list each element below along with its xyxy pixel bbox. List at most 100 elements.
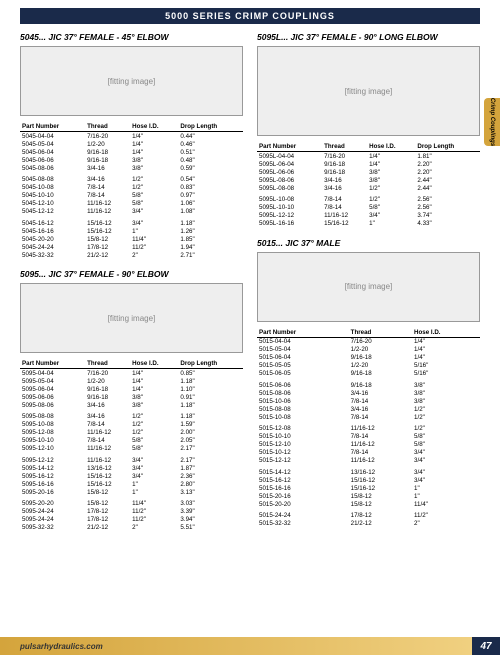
table-cell: 1.08" bbox=[178, 208, 243, 216]
table-cell: 5095-10-10 bbox=[20, 437, 85, 445]
table-cell: 1/4" bbox=[130, 132, 178, 141]
table-row: 5095-05-041/2-201/4"1.18" bbox=[20, 377, 243, 385]
table-cell: 1.18" bbox=[178, 401, 243, 409]
table-cell: 1/4" bbox=[367, 152, 415, 161]
table-row: 5045-12-1211/16-123/4"1.08" bbox=[20, 208, 243, 216]
table-cell: 5095L-08-08 bbox=[257, 184, 322, 192]
table-cell: 3/8" bbox=[130, 156, 178, 164]
table-cell: 11/4" bbox=[130, 235, 178, 243]
table-row: 5095L-16-1615/16-121"4.33" bbox=[257, 220, 480, 228]
table-cell: 1" bbox=[130, 488, 178, 496]
table-cell: 7/16-20 bbox=[85, 369, 130, 378]
table-cell: 1/2" bbox=[412, 421, 480, 433]
table-cell: 15/16-12 bbox=[322, 220, 367, 228]
table-cell: 3.74" bbox=[415, 212, 480, 220]
table-cell: 1.85" bbox=[178, 235, 243, 243]
table-row: 5015-12-0811/16-121/2" bbox=[257, 421, 480, 433]
table-cell: 2.44" bbox=[415, 184, 480, 192]
col-header: Hose I.D. bbox=[130, 359, 178, 369]
table-5045: Part NumberThreadHose I.D.Drop Length504… bbox=[20, 122, 243, 259]
table-cell: 5095-14-12 bbox=[20, 464, 85, 472]
table-cell: 15/16-12 bbox=[85, 472, 130, 480]
table-cell: 7/8-14 bbox=[85, 437, 130, 445]
table-cell: 3/4" bbox=[130, 472, 178, 480]
table-cell: 2.20" bbox=[415, 168, 480, 176]
table-cell: 3/8" bbox=[367, 176, 415, 184]
table-row: 5095-10-087/8-141/2"1.59" bbox=[20, 421, 243, 429]
table-cell: 1" bbox=[130, 227, 178, 235]
table-cell: 9/16-18 bbox=[349, 354, 412, 362]
table-cell: 5015-10-06 bbox=[257, 397, 349, 405]
table-cell: 5095L-16-16 bbox=[257, 220, 322, 228]
table-cell: 15/8-12 bbox=[85, 496, 130, 508]
table-cell: 3/4" bbox=[130, 216, 178, 228]
table-cell: 5/8" bbox=[412, 433, 480, 441]
fitting-image-5045: [fitting image] bbox=[20, 46, 243, 116]
col-header: Hose I.D. bbox=[130, 122, 178, 132]
col-header: Thread bbox=[322, 142, 367, 152]
table-cell: 5095L-12-12 bbox=[257, 212, 322, 220]
table-cell: 7/8-14 bbox=[349, 397, 412, 405]
table-cell: 5015-08-08 bbox=[257, 405, 349, 413]
table-cell: 5095-24-24 bbox=[20, 516, 85, 524]
table-cell: 2.71" bbox=[178, 251, 243, 259]
header-bar: 5000 SERIES CRIMP COUPLINGS bbox=[20, 8, 480, 24]
table-cell: 21/2-12 bbox=[85, 524, 130, 532]
table-row: 5095-06-049/16-181/4"1.10" bbox=[20, 385, 243, 393]
table-row: 5045-20-2015/8-1211/4"1.85" bbox=[20, 235, 243, 243]
table-cell: 1.18" bbox=[178, 216, 243, 228]
table-cell: 5015-10-12 bbox=[257, 449, 349, 457]
col-header: Part Number bbox=[257, 142, 322, 152]
table-cell: 5095-06-06 bbox=[20, 393, 85, 401]
table-cell: 13/16-12 bbox=[85, 464, 130, 472]
table-row: 5095-10-107/8-145/8"2.05" bbox=[20, 437, 243, 445]
table-cell: 3/8" bbox=[130, 393, 178, 401]
table-5015: Part NumberThreadHose I.D.5015-04-047/16… bbox=[257, 328, 480, 528]
table-row: 5095-08-063/4-163/8"1.18" bbox=[20, 401, 243, 409]
table-cell: 5015-16-16 bbox=[257, 484, 349, 492]
table-cell: 15/16-12 bbox=[349, 484, 412, 492]
table-row: 5045-10-107/8-145/8"0.97" bbox=[20, 192, 243, 200]
table-cell: 3/8" bbox=[130, 401, 178, 409]
table-cell: 5/8" bbox=[130, 445, 178, 453]
table-cell: 11/16-12 bbox=[85, 200, 130, 208]
table-cell: 5/8" bbox=[130, 192, 178, 200]
table-cell: 3.94" bbox=[178, 516, 243, 524]
fitting-image-5095: [fitting image] bbox=[20, 283, 243, 353]
table-cell: 1/4" bbox=[130, 148, 178, 156]
table-cell: 1/2" bbox=[130, 184, 178, 192]
table-cell: 5095-20-20 bbox=[20, 496, 85, 508]
table-cell: 5045-06-06 bbox=[20, 156, 85, 164]
table-cell: 9/16-18 bbox=[349, 370, 412, 378]
table-cell: 2.05" bbox=[178, 437, 243, 445]
table-cell: 17/8-12 bbox=[349, 508, 412, 520]
table-row: 5095-06-069/16-183/8"0.91" bbox=[20, 393, 243, 401]
table-cell: 7/8-14 bbox=[349, 413, 412, 421]
table-cell: 1/2-20 bbox=[349, 362, 412, 370]
table-cell: 15/16-12 bbox=[349, 476, 412, 484]
table-cell: 11/2" bbox=[130, 516, 178, 524]
table-cell: 5015-06-05 bbox=[257, 370, 349, 378]
table-cell: 5045-04-04 bbox=[20, 132, 85, 141]
side-tab-label: Crimp Couplings bbox=[489, 98, 495, 146]
table-row: 5045-06-049/16-181/4"0.51" bbox=[20, 148, 243, 156]
table-row: 5015-16-1215/16-123/4" bbox=[257, 476, 480, 484]
table-cell: 5015-12-12 bbox=[257, 457, 349, 465]
table-row: 5045-24-2417/8-1211/2"1.94" bbox=[20, 243, 243, 251]
table-cell: 5045-06-04 bbox=[20, 148, 85, 156]
table-cell: 5/8" bbox=[412, 441, 480, 449]
table-cell: 11/16-12 bbox=[349, 441, 412, 449]
table-cell: 5095-05-04 bbox=[20, 377, 85, 385]
table-cell: 2.00" bbox=[178, 429, 243, 437]
table-row: 5015-10-127/8-143/4" bbox=[257, 449, 480, 457]
table-cell: 0.54" bbox=[178, 172, 243, 184]
table-cell: 1/2-20 bbox=[85, 377, 130, 385]
table-cell: 11/2" bbox=[130, 508, 178, 516]
table-cell: 1/4" bbox=[367, 160, 415, 168]
right-column: 5095L... JIC 37° FEMALE - 90° LONG ELBOW… bbox=[257, 30, 480, 542]
table-cell: 5045-20-20 bbox=[20, 235, 85, 243]
table-cell: 1/2" bbox=[130, 421, 178, 429]
table-cell: 1/4" bbox=[412, 354, 480, 362]
content: 5045... JIC 37° FEMALE - 45° ELBOW [fitt… bbox=[0, 30, 500, 542]
table-cell: 0.59" bbox=[178, 164, 243, 172]
